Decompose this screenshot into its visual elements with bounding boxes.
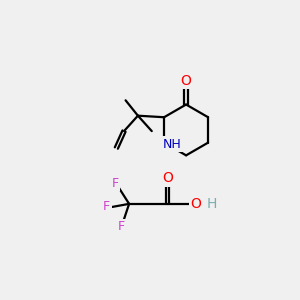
Text: F: F — [112, 177, 119, 190]
Text: O: O — [191, 197, 202, 211]
Text: O: O — [181, 74, 191, 88]
Text: NH: NH — [162, 138, 181, 151]
Text: F: F — [118, 220, 125, 233]
Text: H: H — [207, 197, 217, 211]
Text: O: O — [162, 172, 173, 185]
Text: F: F — [103, 200, 110, 213]
